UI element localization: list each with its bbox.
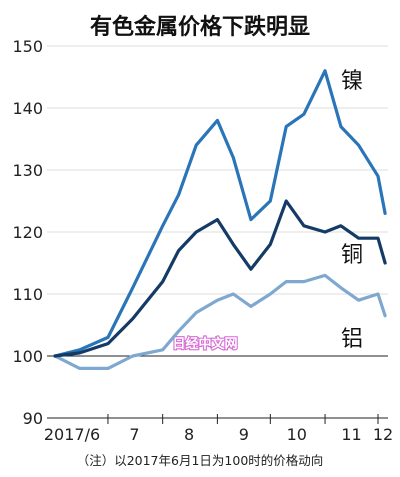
- x-axis-tick-labels: 2017/6 7 8 9 10 11 12: [44, 414, 393, 444]
- series-label: 铜: [341, 243, 363, 268]
- y-tick-label: 150: [12, 37, 43, 56]
- series-label: 镍: [341, 69, 363, 94]
- x-tick-label: 7: [129, 425, 139, 444]
- y-tick-label: 90: [23, 409, 43, 428]
- y-tick-label: 120: [12, 223, 43, 242]
- x-tick-label: 12: [373, 425, 393, 444]
- x-tick-label: 9: [239, 425, 249, 444]
- y-tick-label: 140: [12, 99, 43, 118]
- chart-title: 有色金属价格下跌明显: [90, 14, 310, 40]
- series-labels: 镍铜铝: [341, 69, 363, 352]
- y-tick-label: 110: [12, 285, 43, 304]
- x-tick-label: 2017/6: [44, 425, 100, 444]
- x-tick-label: 8: [184, 425, 194, 444]
- series-line-2: [53, 273, 387, 370]
- y-tick-label: 100: [12, 347, 43, 366]
- watermark-text: 日经中文网: [172, 336, 237, 352]
- x-tick-label: 11: [341, 425, 361, 444]
- series-lines: [53, 69, 387, 370]
- series-label: 铝: [341, 327, 363, 352]
- grid-lines: [47, 45, 388, 295]
- chart-note: （注）以2017年6月1日为100时的价格动向: [77, 453, 324, 468]
- x-tick-label: 10: [287, 425, 307, 444]
- series-line-0: [53, 69, 387, 358]
- series-line-1: [53, 199, 387, 358]
- y-axis-tick-labels: 90 100 110 120 130 140 150: [12, 37, 43, 428]
- y-tick-label: 130: [12, 161, 43, 180]
